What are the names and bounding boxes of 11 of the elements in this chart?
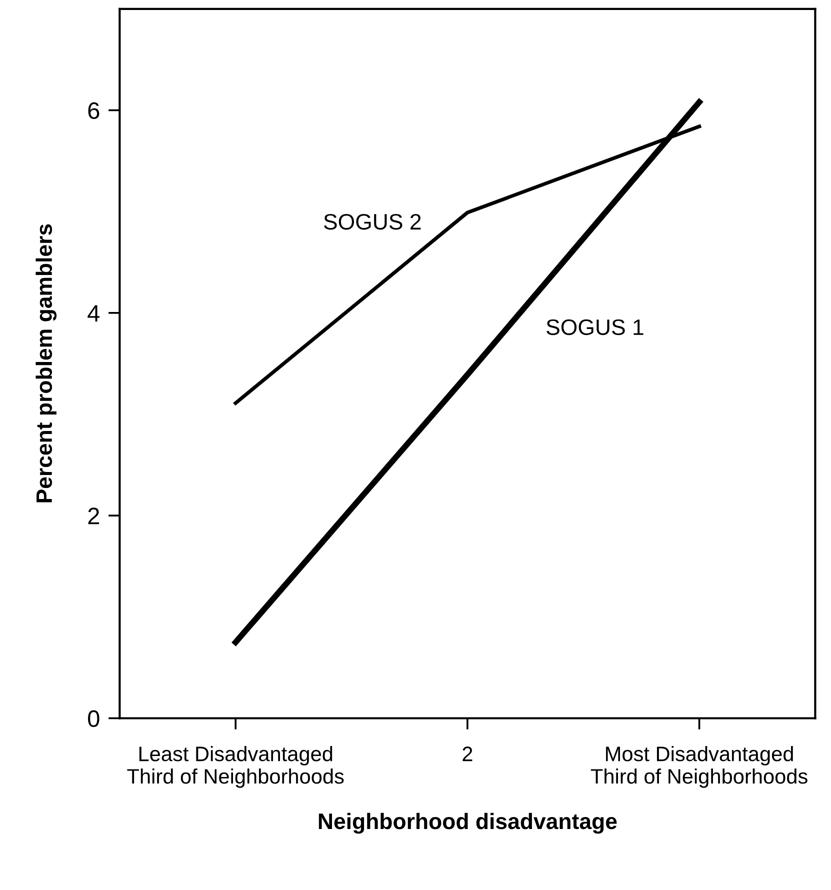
series-label: SOGUS 2 — [324, 214, 421, 230]
y-tick-label: 6 — [88, 102, 100, 120]
x-tick-label: 2 — [462, 746, 472, 762]
x-tick-label: Least Disadvantaged Third of Neighborhoods — [127, 746, 344, 788]
y-tick-label: 2 — [88, 508, 100, 524]
y-tick-label: 4 — [88, 305, 100, 322]
series-label: SOGUS 1 — [546, 319, 644, 336]
y-axis-title: Percent problem gamblers — [36, 224, 57, 502]
x-axis-title: Neighborhood disadvantage — [318, 812, 617, 834]
y-tick-label: 0 — [88, 710, 100, 728]
x-tick-label: Most Disadvantaged Third of Neighborhoods — [590, 746, 808, 788]
